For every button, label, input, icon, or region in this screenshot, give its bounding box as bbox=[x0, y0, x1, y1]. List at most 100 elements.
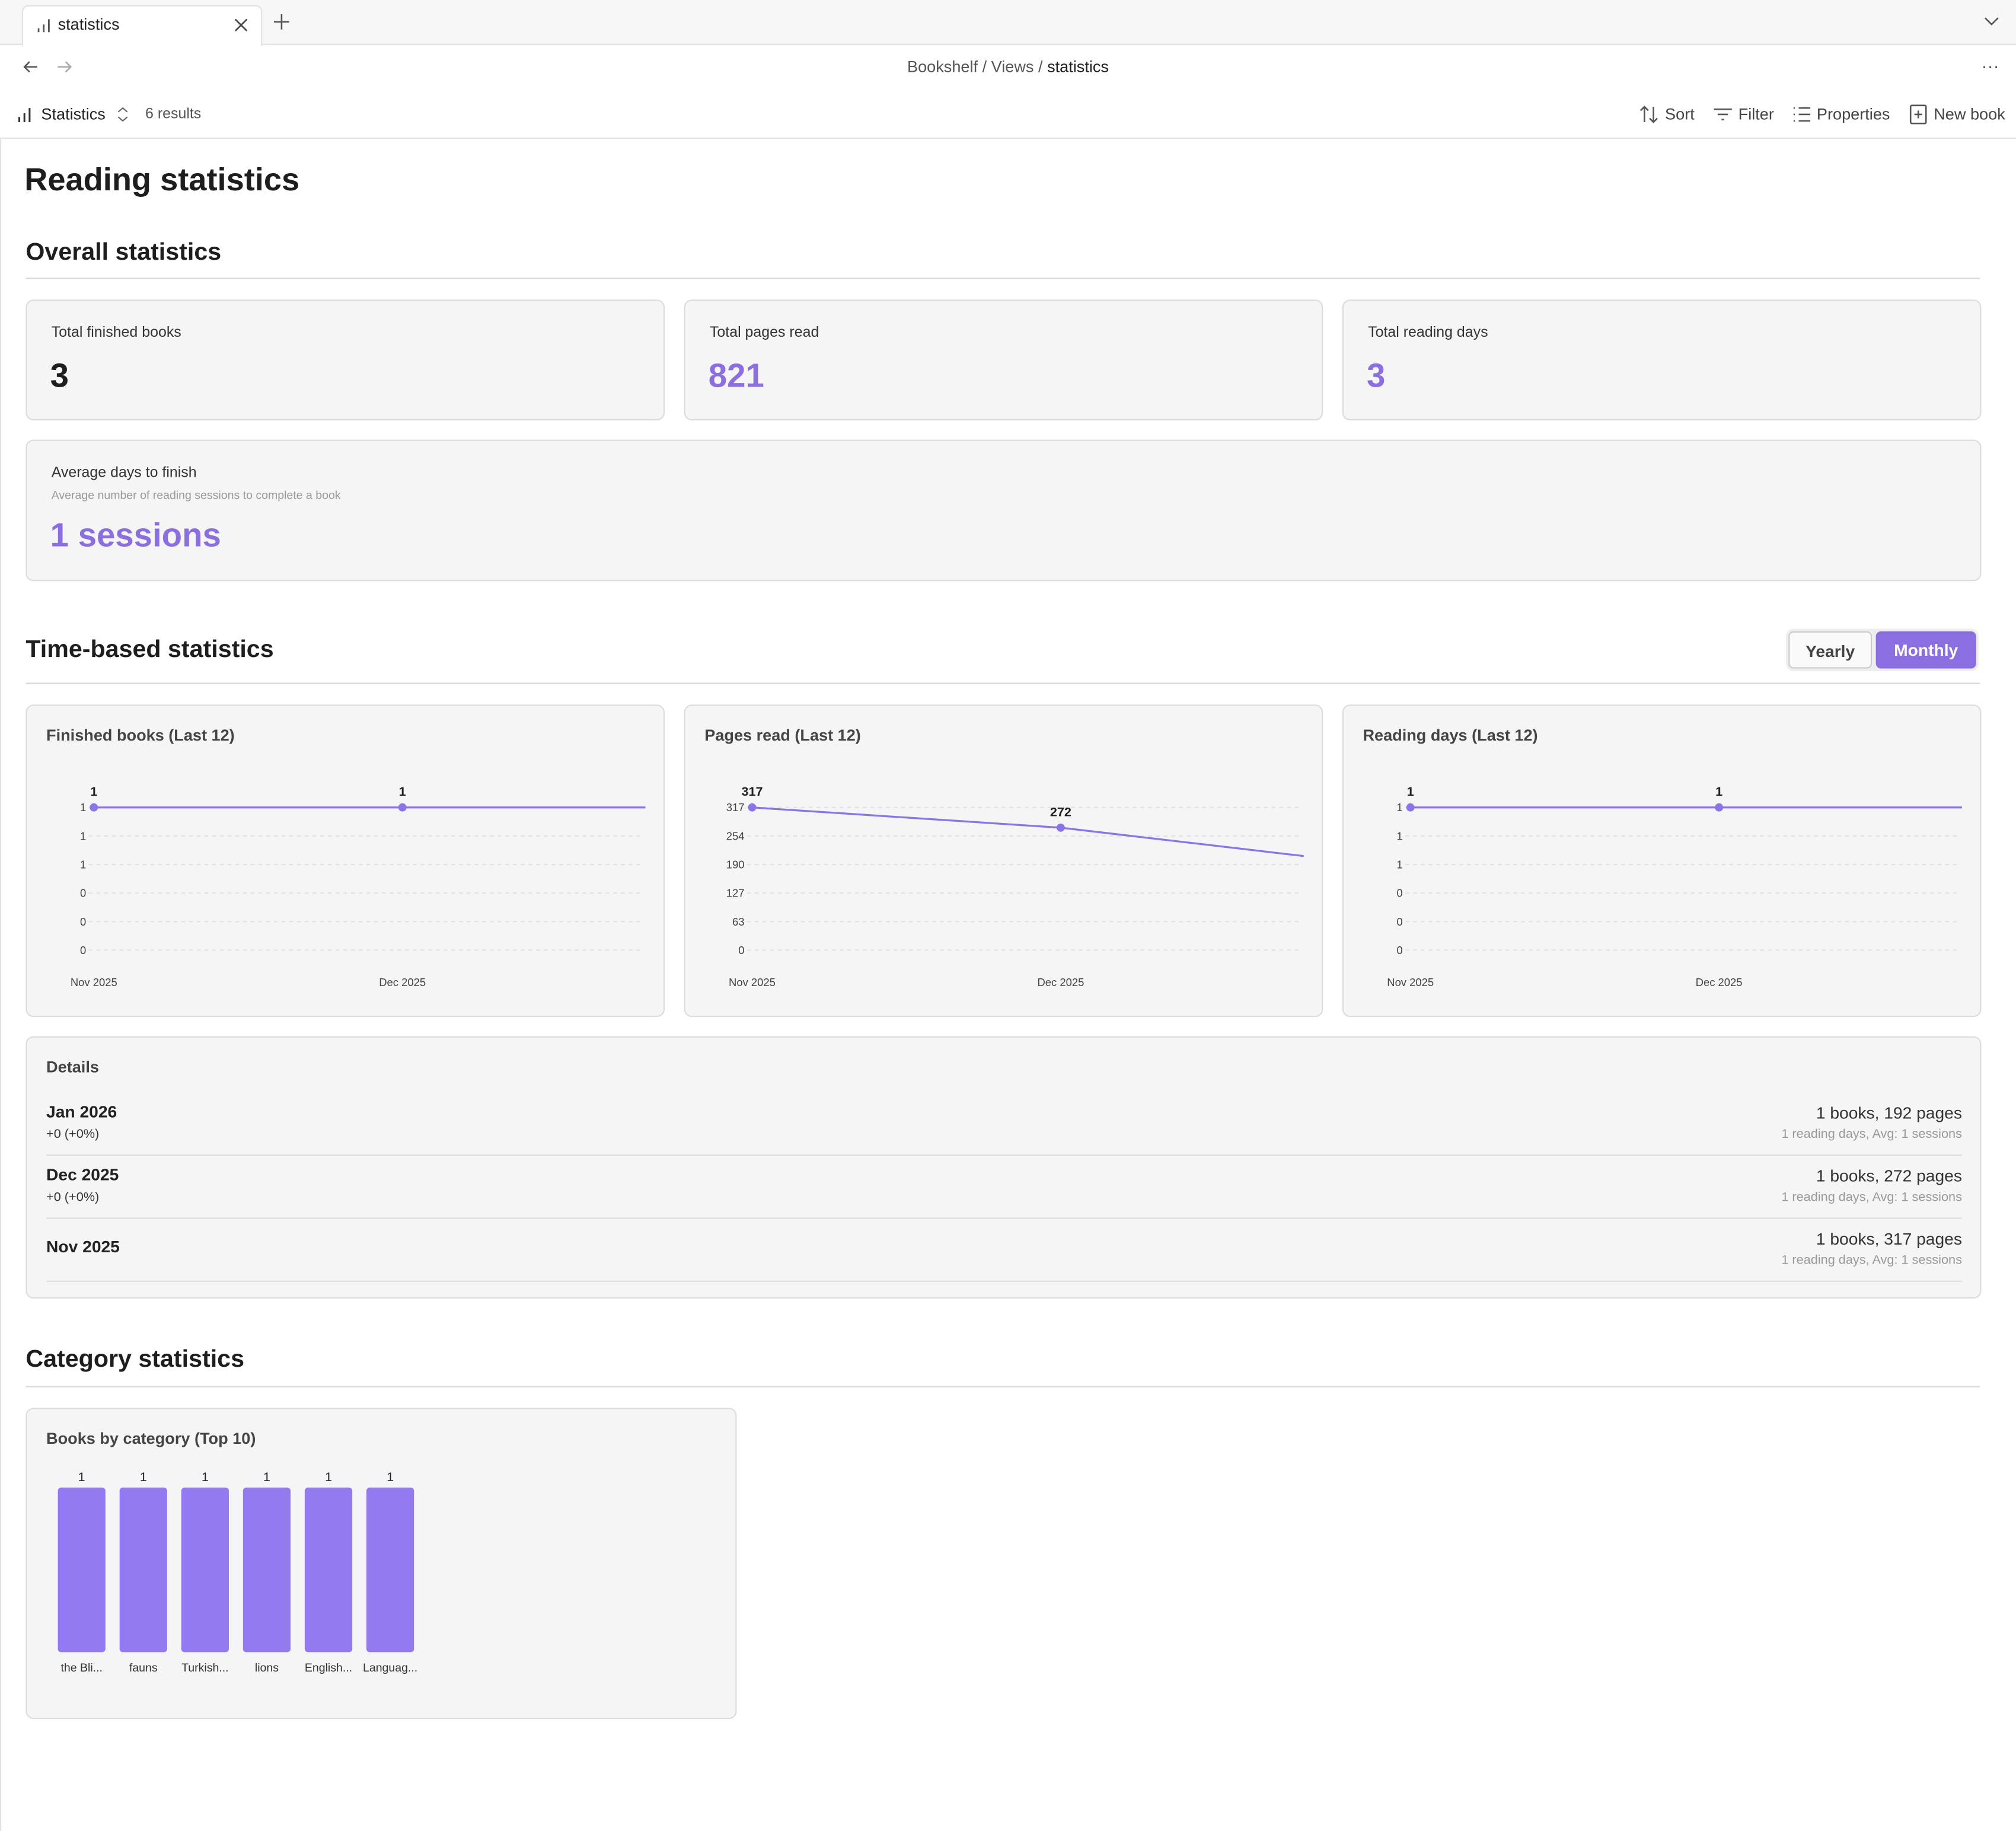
stat-label: Total pages read bbox=[709, 325, 819, 341]
y-tick-label: 1 bbox=[1396, 801, 1402, 814]
filter-button[interactable]: Filter bbox=[1738, 105, 1774, 124]
detail-row: Nov 2025 1 books, 317 pages 1 reading days… bbox=[46, 1217, 1962, 1282]
chart-title: Books by category (Top 10) bbox=[46, 1429, 256, 1447]
section-heading: Overall statistics bbox=[25, 239, 222, 266]
x-tick-label: Turkish... bbox=[181, 1661, 228, 1674]
nav-arrows[interactable] bbox=[23, 59, 75, 75]
view-chevron bbox=[117, 107, 128, 122]
point bbox=[90, 803, 98, 812]
chart: Books by category (Top 10) 1 the Bli... 1 fa… bbox=[46, 1429, 417, 1674]
section-heading: Time-based statistics bbox=[25, 636, 274, 664]
detail-change: +0 (+0%) bbox=[46, 1127, 100, 1142]
y-tick-label: 1 bbox=[1396, 859, 1402, 871]
properties-button[interactable]: Properties bbox=[1816, 105, 1890, 124]
detail-sub: 1 reading days, Avg: 1 sessions bbox=[1781, 1190, 1962, 1205]
x-tick-label: Dec 2025 bbox=[1696, 976, 1743, 988]
chart-card: Pages read (Last 12) 0 63 127 190 254 317 Nov 2… bbox=[684, 704, 1323, 1017]
stat-value: 3 bbox=[50, 356, 69, 395]
breadcrumb: Bookshelf / Views / statistics bbox=[907, 58, 1109, 76]
detail-period: Nov 2025 bbox=[46, 1236, 120, 1256]
plot: 111 bbox=[90, 784, 646, 812]
stat-card: Total finished books 3 bbox=[25, 299, 665, 421]
data-label: 1 bbox=[399, 784, 406, 799]
x-tick-label: fauns bbox=[129, 1661, 158, 1674]
more-menu[interactable]: ··· bbox=[1981, 55, 1999, 76]
data-label: 1 bbox=[202, 1469, 209, 1484]
toolbar-icons bbox=[1639, 104, 1927, 125]
tab[interactable]: statistics bbox=[21, 5, 263, 47]
bar bbox=[181, 1487, 229, 1653]
chart-card: Books by category (Top 10) 1 the Bli... 1 fa… bbox=[25, 1408, 737, 1720]
plot: 111 bbox=[1406, 784, 1962, 812]
y-tick-label: 1 bbox=[80, 801, 86, 814]
chart-title: Finished books (Last 12) bbox=[46, 726, 235, 744]
bar bbox=[304, 1487, 353, 1653]
chart-title: Reading days (Last 12) bbox=[1363, 726, 1537, 744]
point bbox=[1715, 803, 1724, 812]
detail-row: Jan 2026 +0 (+0%) 1 books, 192 pages 1 read… bbox=[46, 1092, 1962, 1156]
detail-sub: 1 reading days, Avg: 1 sessions bbox=[1781, 1253, 1962, 1268]
chart-card: Finished books (Last 12) 0 0 0 1 1 1 Nov 2025 De… bbox=[25, 704, 665, 1017]
section-heading: Category statistics bbox=[25, 1346, 245, 1373]
new-book-button[interactable]: New book bbox=[1934, 105, 2005, 124]
crumb[interactable]: Bookshelf bbox=[907, 58, 978, 76]
y-tick-label: 190 bbox=[726, 859, 745, 871]
point bbox=[1056, 823, 1065, 832]
bar bbox=[366, 1487, 414, 1653]
detail-summary: 1 books, 192 pages bbox=[1816, 1103, 1962, 1122]
stat-card: Total pages read 821 bbox=[684, 299, 1323, 421]
sort-button[interactable]: Sort bbox=[1665, 105, 1695, 124]
toggle-button[interactable]: Monthly bbox=[1875, 631, 1976, 669]
view-switcher[interactable]: Statistics bbox=[41, 105, 106, 124]
stat-card: Total reading days 3 bbox=[1342, 299, 1982, 421]
x-tick-label: Languag... bbox=[363, 1661, 417, 1674]
chart: Pages read (Last 12) 0 63 127 190 254 317 Nov 2… bbox=[704, 726, 1304, 988]
y-tick-label: 0 bbox=[1396, 887, 1402, 899]
bar bbox=[58, 1487, 106, 1653]
section-rule bbox=[25, 1386, 1980, 1387]
toggle-button[interactable]: Yearly bbox=[1788, 631, 1873, 669]
x-tick-label: Dec 2025 bbox=[379, 976, 426, 988]
average-card: Average days to finish Average number of… bbox=[25, 439, 1982, 582]
tab-menu[interactable] bbox=[1984, 17, 1999, 27]
data-label: 1 bbox=[1715, 784, 1722, 799]
crumb[interactable]: statistics bbox=[1047, 58, 1109, 76]
data-label: 1 bbox=[1407, 784, 1414, 799]
y-tick-label: 127 bbox=[726, 887, 745, 899]
y-tick-label: 0 bbox=[80, 944, 86, 956]
data-label: 1 bbox=[90, 784, 97, 799]
stat-description: Average number of reading sessions to co… bbox=[51, 488, 341, 502]
details-title: Details bbox=[46, 1058, 99, 1076]
y-tick-label: 0 bbox=[80, 916, 86, 928]
y-tick-label: 0 bbox=[80, 887, 86, 899]
detail-row: Dec 2025 +0 (+0%) 1 books, 272 pages 1 read… bbox=[46, 1154, 1962, 1219]
data-label: 317 bbox=[741, 784, 763, 799]
detail-change: +0 (+0%) bbox=[46, 1190, 100, 1205]
crumb[interactable]: Views bbox=[991, 58, 1034, 76]
detail-period: Jan 2026 bbox=[46, 1102, 117, 1121]
period-toggle: Yearly Monthly bbox=[1785, 629, 1979, 671]
x-tick-label: Nov 2025 bbox=[1387, 976, 1434, 988]
new-tab[interactable] bbox=[273, 14, 289, 30]
line bbox=[752, 806, 1304, 857]
data-label: 1 bbox=[263, 1469, 270, 1484]
detail-sub: 1 reading days, Avg: 1 sessions bbox=[1781, 1127, 1962, 1142]
view-icon bbox=[18, 108, 31, 122]
y-tick-label: 0 bbox=[1396, 944, 1402, 956]
y-tick-label: 254 bbox=[726, 830, 745, 842]
stat-label: Total finished books bbox=[51, 325, 181, 341]
x-tick-label: Dec 2025 bbox=[1037, 976, 1084, 988]
bar bbox=[119, 1487, 167, 1653]
chart-title: Pages read (Last 12) bbox=[704, 726, 861, 744]
stat-value: 821 bbox=[708, 356, 764, 395]
section-rule bbox=[25, 682, 1980, 684]
x-tick-label: Nov 2025 bbox=[71, 976, 117, 988]
close-tab[interactable] bbox=[234, 18, 248, 32]
x-tick-label: Nov 2025 bbox=[729, 976, 776, 988]
data-label: 1 bbox=[78, 1469, 85, 1484]
plot: 317272192 bbox=[741, 784, 1304, 857]
detail-period: Dec 2025 bbox=[46, 1165, 119, 1185]
stat-label: Average days to finish bbox=[51, 465, 197, 481]
